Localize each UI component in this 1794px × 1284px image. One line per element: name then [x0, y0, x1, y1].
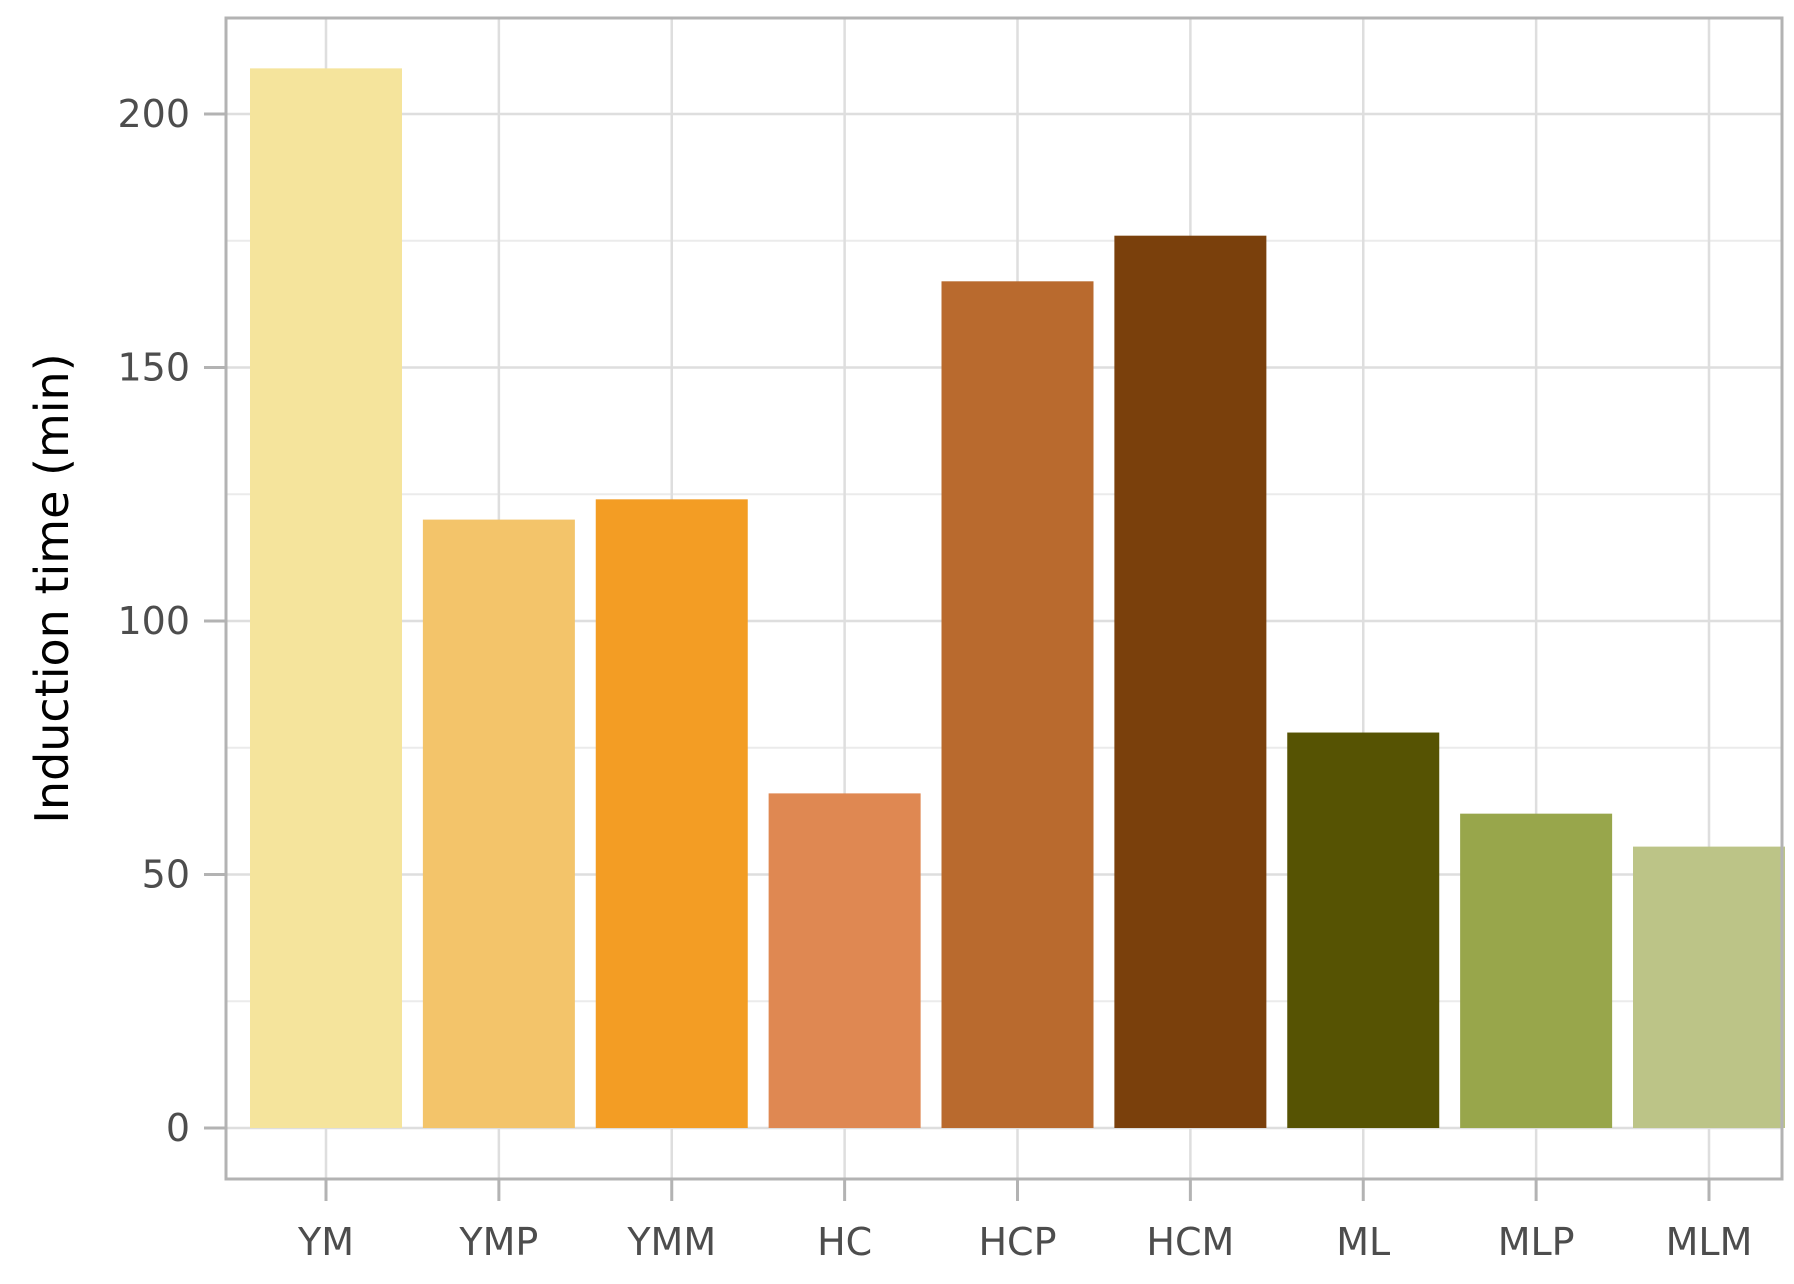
y-tick-label: 100 — [117, 599, 190, 643]
bars — [250, 68, 1785, 1129]
bar-hcm — [1114, 235, 1267, 1128]
bar-ml — [1287, 732, 1440, 1128]
y-tick-label: 0 — [166, 1106, 190, 1150]
y-tick-label: 200 — [117, 92, 190, 136]
bar-hc — [768, 793, 921, 1128]
x-tick-label: YMM — [626, 1220, 716, 1264]
bar-hcp — [941, 281, 1094, 1128]
x-tick-label: MLM — [1666, 1220, 1753, 1264]
x-axis-ticks: YM YMP YMM HC HCP HCM ML MLP MLM — [297, 1179, 1752, 1264]
bar-mlm — [1633, 846, 1785, 1128]
x-tick-label: YM — [297, 1220, 354, 1264]
panel-border — [224, 16, 1784, 1181]
x-tick-label: HCM — [1146, 1220, 1234, 1264]
x-tick-label: ML — [1336, 1220, 1390, 1264]
y-tick-label: 50 — [142, 853, 190, 897]
x-tick-label: HCP — [978, 1220, 1056, 1264]
bar-ym — [250, 68, 402, 1129]
bar-mlp — [1460, 813, 1613, 1128]
x-tick-label: MLP — [1498, 1220, 1575, 1264]
y-axis-title: Induction time (min) — [25, 353, 79, 823]
x-tick-label: HC — [817, 1220, 872, 1264]
bar-ymm — [595, 499, 748, 1128]
y-axis-ticks: 0 50 100 150 200 — [117, 92, 226, 1150]
bar-ymp — [422, 519, 575, 1128]
x-tick-label: YMP — [458, 1220, 538, 1264]
y-tick-label: 150 — [117, 346, 190, 390]
